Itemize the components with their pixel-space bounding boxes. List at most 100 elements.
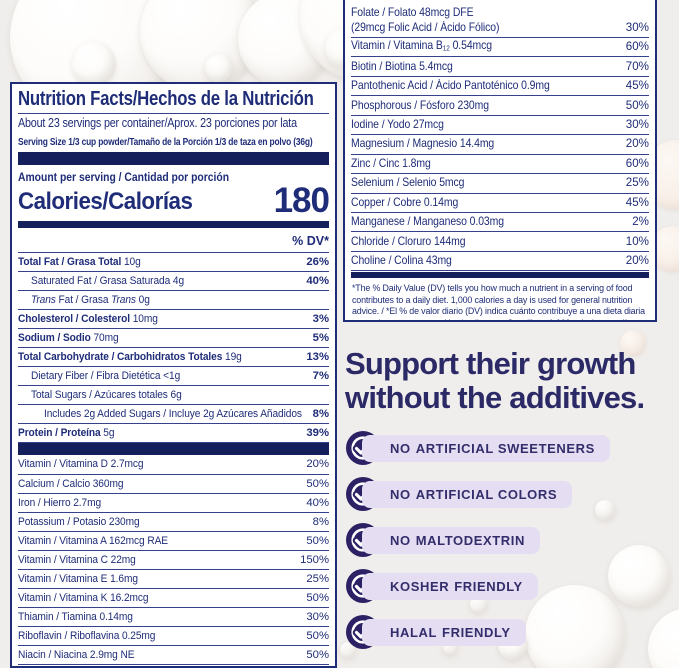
nutrient-row: Magnesium / Magnesio 14.4mg 20%: [351, 135, 649, 155]
nutrient-name: Total Carbohydrate / Carbohidratos Total…: [18, 351, 242, 364]
daily-value-header: % DV*: [18, 228, 329, 253]
nutrient-daily-value: 40%: [306, 275, 329, 288]
nutrient-name: Vitamin / Vitamina C 22mg: [18, 553, 136, 566]
nutrient-daily-value: 50%: [306, 591, 329, 604]
nutrient-name: Total Sugars / Azúcares totales 6g: [31, 389, 182, 402]
nutrient-daily-value: 3%: [312, 313, 329, 326]
calories-label: Calories/Calorías: [18, 188, 193, 215]
nutrient-daily-value: 20%: [306, 458, 329, 471]
nutrient-name: Magnesium / Magnesio 14.4mg: [351, 137, 495, 151]
nutrient-row: Protein / Proteína 5g 39%: [18, 424, 329, 444]
nutrient-name: Saturated Fat / Grasa Saturada 4g: [31, 275, 185, 288]
nutrient-name: Trans Fat / Grasa Trans 0g: [31, 294, 150, 307]
nutrient-name: Sodium / Sodio 70mg: [18, 332, 119, 345]
nutrient-daily-value: 30%: [625, 21, 649, 34]
nutrient-name: Thiamin / Tiamina 0.14mg: [18, 610, 133, 623]
claim-badges: NO ARTIFICIAL SWEETENERS NO ARTIFICIAL COLO…: [345, 430, 677, 650]
nutrient-daily-value: 50%: [306, 629, 329, 642]
nutrient-row: Riboflavin / Riboflavina 0.25mg 50%: [18, 627, 329, 646]
nutrient-daily-value: 70%: [625, 59, 649, 73]
nutrient-row: Vitamin / Vitamina A 162mcg RAE 50%: [18, 532, 329, 551]
nutrient-row: Folate / Folato 48mcg DFE (29mcg Folic Ac…: [351, 4, 649, 38]
nutrient-name: Protein / Proteína 5g: [18, 427, 115, 440]
nutrient-row: Copper / Cobre 0.14mg 45%: [351, 194, 649, 213]
nutrient-name: Vitamin / Vitamina E 1.6mg: [18, 572, 138, 585]
claim-badge-halal-friendly: HALAL FRIENDLY: [345, 614, 677, 650]
nutrient-name: Iodine / Yodo 27mcg: [351, 117, 444, 131]
nutrient-name: Niacin / Niacina 2.9mg NE: [18, 648, 135, 661]
nutrient-row: Selenium / Selenio 5mcg 25%: [351, 174, 649, 194]
serving-size: Serving Size 1/3 cup powder/Tamaño de la…: [18, 136, 313, 148]
nutrient-name: Vitamin / Vitamina D 2.7mcg: [18, 458, 144, 471]
nutrient-row: Choline / Colina 43mg 20%: [351, 252, 649, 272]
nutrient-daily-value: 8%: [312, 408, 329, 421]
claim-badge-label: NO ARTIFICIAL COLORS: [362, 481, 573, 508]
nutrient-row: Phosphorous / Fósforo 230mg 50%: [351, 96, 649, 116]
nutrient-daily-value: 30%: [625, 117, 649, 131]
nutrient-daily-value: 5%: [312, 332, 329, 345]
nutrient-row: Total Carbohydrate / Carbohidratos Total…: [18, 348, 329, 368]
nutrient-daily-value: 45%: [625, 79, 649, 93]
nutrient-row: Cholesterol / Colesterol 10mg 3%: [18, 310, 329, 330]
milk-bubble: [470, 596, 487, 613]
nutrient-row: Saturated Fat / Grasa Saturada 4g 40%: [18, 272, 329, 292]
milk-bubble: [525, 585, 625, 668]
nutrient-row: Vitamin / Vitamina K 16.2mcg 50%: [18, 589, 329, 608]
nutrient-daily-value: 60%: [625, 156, 649, 170]
headline-line1: Support their growth: [345, 346, 636, 381]
vitamin-mineral-rows: Vitamin / Vitamina D 2.7mcg 20% Calcium / …: [18, 455, 329, 666]
nutrient-row: Chloride / Cloruro 144mg 10%: [351, 232, 649, 252]
macro-nutrient-rows: Total Fat / Grasa Total 10g 26% Saturated …: [18, 253, 329, 444]
nutrient-name: Chloride / Cloruro 144mg: [351, 234, 466, 248]
nutrient-name: Vitamin / Vitamina K 16.2mcg: [18, 591, 149, 604]
claim-badge-no-maltodextrin: NO MALTODEXTRIN: [345, 522, 677, 558]
nutrient-daily-value: 50%: [306, 477, 329, 490]
nutrient-daily-value: 45%: [625, 195, 649, 209]
nutrient-daily-value: 8%: [312, 515, 329, 528]
nutrient-row: Zinc / Cinc 1.8mg 60%: [351, 155, 649, 175]
nutrient-row: Vitamin / Vitamina E 1.6mg 25%: [18, 570, 329, 589]
vitamin-mineral-rows-continued: Folate / Folato 48mcg DFE (29mcg Folic Ac…: [351, 4, 649, 272]
servings-per-container: About 23 servings per container/Aprox. 2…: [18, 116, 297, 130]
nutrient-daily-value: 2%: [632, 215, 649, 229]
nutrient-row: Iodine / Yodo 27mcg 30%: [351, 116, 649, 136]
milk-bubble: [620, 330, 646, 356]
divider-bar: [18, 221, 329, 228]
nutrient-daily-value: 50%: [306, 534, 329, 547]
milk-bubble: [608, 545, 670, 607]
nutrient-name: Dietary Fiber / Fibra Dietética <1g: [31, 370, 181, 383]
nutrient-row: Trans Fat / Grasa Trans 0g: [18, 291, 329, 311]
milk-bubble: [340, 642, 356, 658]
nutrient-name: Pantothenic Acid / Ácido Pantoténico 0.9…: [351, 79, 550, 93]
nutrient-daily-value: 50%: [306, 648, 329, 661]
claim-badge-no-artificial-colors: NO ARTIFICIAL COLORS: [345, 476, 677, 512]
calories-row: Calories/Calorías 180: [18, 183, 330, 219]
nutrient-daily-value: 20%: [625, 254, 649, 268]
nutrient-row: Potassium / Potasio 230mg 8%: [18, 513, 329, 532]
nutrient-row: Sodium / Sodio 70mg 5%: [18, 329, 329, 349]
nutrient-daily-value: 20%: [625, 137, 649, 151]
marketing-section: Support their growth without the additiv…: [345, 347, 677, 660]
claim-badge-no-artificial-sweeteners: NO ARTIFICIAL SWEETENERS: [345, 430, 677, 466]
nutrient-daily-value: 39%: [306, 427, 329, 440]
claim-badge-label: NO ARTIFICIAL SWEETENERS: [362, 435, 610, 462]
nutrient-daily-value: 26%: [306, 256, 329, 269]
nutrient-row: Niacin / Niacina 2.9mg NE 50%: [18, 646, 329, 665]
nutrient-daily-value: 50%: [625, 98, 649, 112]
nutrient-row: Calcium / Calcio 360mg 50%: [18, 475, 329, 494]
nutrient-row: Biotin / Biotina 5.4mcg 70%: [351, 57, 649, 77]
nutrient-name: Includes 2g Added Sugars / Incluye 2g Az…: [44, 408, 302, 421]
nutrition-facts-title: Nutrition Facts/Hechos de la Nutrición: [18, 88, 314, 110]
divider-bar: [18, 443, 329, 456]
nutrient-name: Riboflavin / Riboflavina 0.25mg: [18, 629, 156, 642]
claim-badge-kosher-friendly: KOSHER FRIENDLY: [345, 568, 677, 604]
nutrient-daily-value: 60%: [625, 40, 649, 54]
nutrient-daily-value: 25%: [306, 572, 329, 585]
nutrient-row: Manganese / Manganeso 0.03mg 2%: [351, 213, 649, 233]
nutrient-row: Vitamin / Vitamina D 2.7mcg 20%: [18, 455, 329, 475]
nutrient-row: Dietary Fiber / Fibra Dietética <1g 7%: [18, 367, 329, 387]
daily-value-footnote: *The % Daily Value (DV) tells you how mu…: [352, 283, 645, 320]
headline-line2: without the additives.: [345, 380, 645, 415]
nutrient-name: Calcium / Calcio 360mg: [18, 477, 124, 490]
nutrient-name: Total Fat / Grasa Total 10g: [18, 256, 141, 269]
